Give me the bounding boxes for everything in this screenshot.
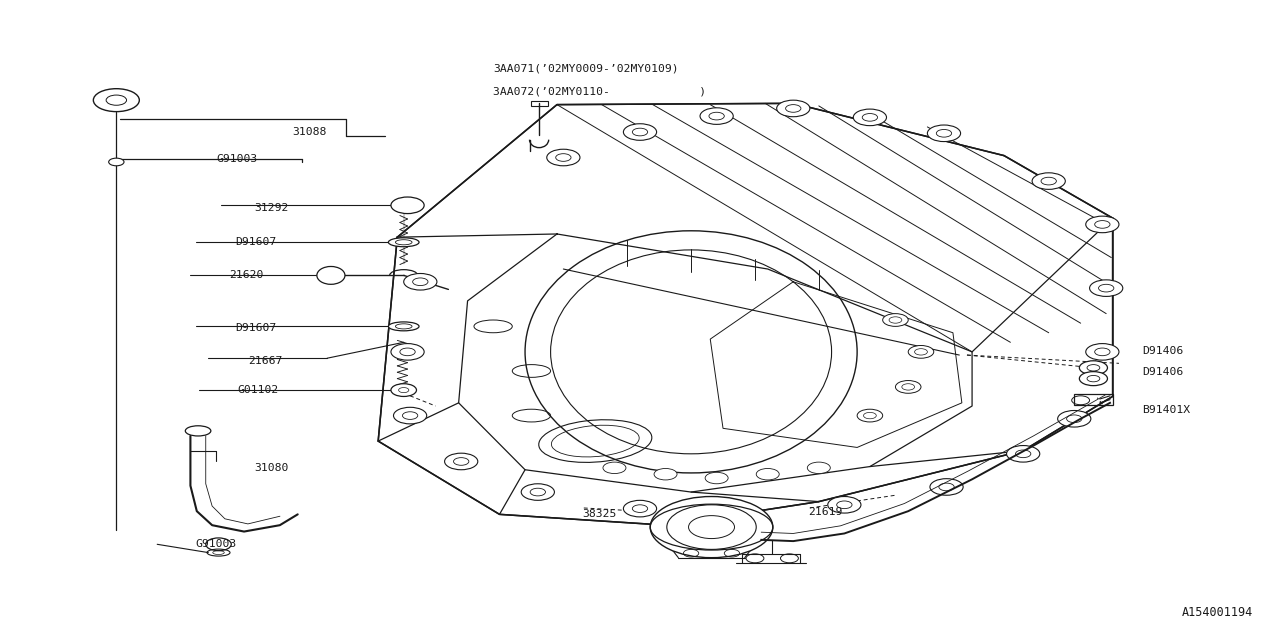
Circle shape bbox=[837, 501, 852, 509]
Circle shape bbox=[556, 154, 571, 161]
Circle shape bbox=[936, 129, 951, 137]
Circle shape bbox=[902, 384, 915, 390]
Text: D91406: D91406 bbox=[1142, 346, 1183, 356]
Circle shape bbox=[654, 468, 677, 480]
Circle shape bbox=[1006, 445, 1039, 462]
Text: 21667: 21667 bbox=[248, 356, 283, 367]
Circle shape bbox=[777, 100, 810, 116]
Text: 38325: 38325 bbox=[582, 509, 617, 519]
Circle shape bbox=[1087, 365, 1100, 371]
Circle shape bbox=[632, 128, 648, 136]
Circle shape bbox=[1085, 216, 1119, 233]
Text: D91607: D91607 bbox=[236, 323, 276, 333]
Circle shape bbox=[858, 409, 883, 422]
Circle shape bbox=[402, 412, 417, 419]
Circle shape bbox=[883, 314, 909, 326]
Circle shape bbox=[909, 346, 934, 358]
Circle shape bbox=[938, 483, 954, 491]
Circle shape bbox=[1057, 410, 1091, 427]
Circle shape bbox=[109, 158, 124, 166]
Circle shape bbox=[786, 104, 801, 112]
Bar bbox=[1074, 394, 1112, 405]
Circle shape bbox=[93, 89, 140, 111]
Circle shape bbox=[1032, 173, 1065, 189]
Circle shape bbox=[412, 278, 428, 285]
Ellipse shape bbox=[388, 322, 419, 331]
Circle shape bbox=[1094, 348, 1110, 356]
Text: B91401X: B91401X bbox=[1142, 406, 1190, 415]
Circle shape bbox=[1066, 415, 1082, 422]
Circle shape bbox=[530, 488, 545, 496]
Circle shape bbox=[521, 484, 554, 500]
Circle shape bbox=[398, 388, 408, 393]
Circle shape bbox=[1079, 361, 1107, 375]
Text: 21620: 21620 bbox=[229, 270, 264, 280]
Circle shape bbox=[1087, 376, 1100, 382]
Text: 3AA072(’02MY0110-             ): 3AA072(’02MY0110- ) bbox=[493, 87, 707, 97]
Text: 31292: 31292 bbox=[255, 203, 289, 213]
Circle shape bbox=[863, 113, 878, 121]
Circle shape bbox=[931, 479, 963, 495]
Circle shape bbox=[399, 348, 415, 356]
Circle shape bbox=[623, 124, 657, 140]
Circle shape bbox=[667, 505, 756, 549]
Text: 21619: 21619 bbox=[809, 508, 844, 518]
Circle shape bbox=[632, 505, 648, 513]
Circle shape bbox=[705, 472, 728, 484]
Circle shape bbox=[1085, 344, 1119, 360]
Circle shape bbox=[915, 349, 928, 355]
Circle shape bbox=[390, 384, 416, 396]
Circle shape bbox=[547, 149, 580, 166]
Circle shape bbox=[1079, 372, 1107, 386]
Circle shape bbox=[828, 497, 861, 513]
Circle shape bbox=[689, 516, 735, 539]
Circle shape bbox=[623, 500, 657, 517]
Circle shape bbox=[726, 507, 759, 524]
Text: 31080: 31080 bbox=[255, 463, 289, 473]
Text: 31088: 31088 bbox=[293, 127, 326, 137]
Ellipse shape bbox=[388, 238, 419, 246]
Circle shape bbox=[390, 197, 424, 214]
Circle shape bbox=[864, 412, 877, 419]
Circle shape bbox=[1098, 284, 1114, 292]
Circle shape bbox=[735, 511, 750, 519]
Circle shape bbox=[1094, 221, 1110, 228]
Ellipse shape bbox=[317, 266, 346, 284]
Text: 3AA071(’02MY0009-’02MY0109): 3AA071(’02MY0009-’02MY0109) bbox=[493, 63, 678, 74]
Circle shape bbox=[709, 112, 724, 120]
Circle shape bbox=[1041, 177, 1056, 185]
Text: D91607: D91607 bbox=[236, 237, 276, 247]
Circle shape bbox=[603, 462, 626, 474]
Circle shape bbox=[106, 95, 127, 105]
Circle shape bbox=[453, 458, 468, 465]
Bar bbox=[531, 100, 548, 106]
Circle shape bbox=[928, 125, 960, 141]
Text: G91003: G91003 bbox=[196, 540, 237, 549]
Circle shape bbox=[393, 407, 426, 424]
Circle shape bbox=[890, 317, 902, 323]
Ellipse shape bbox=[396, 324, 412, 329]
Ellipse shape bbox=[396, 240, 412, 245]
Circle shape bbox=[896, 381, 922, 394]
Circle shape bbox=[650, 497, 773, 557]
Circle shape bbox=[206, 538, 232, 550]
Circle shape bbox=[808, 462, 831, 474]
Text: D91406: D91406 bbox=[1142, 367, 1183, 377]
Circle shape bbox=[403, 273, 436, 290]
Circle shape bbox=[854, 109, 887, 125]
Circle shape bbox=[1089, 280, 1123, 296]
Circle shape bbox=[444, 453, 477, 470]
Text: G01102: G01102 bbox=[238, 385, 279, 395]
Circle shape bbox=[756, 468, 780, 480]
Circle shape bbox=[390, 344, 424, 360]
Text: G91003: G91003 bbox=[216, 154, 257, 164]
Circle shape bbox=[700, 108, 733, 124]
Circle shape bbox=[1015, 450, 1030, 458]
Text: A154001194: A154001194 bbox=[1181, 607, 1253, 620]
